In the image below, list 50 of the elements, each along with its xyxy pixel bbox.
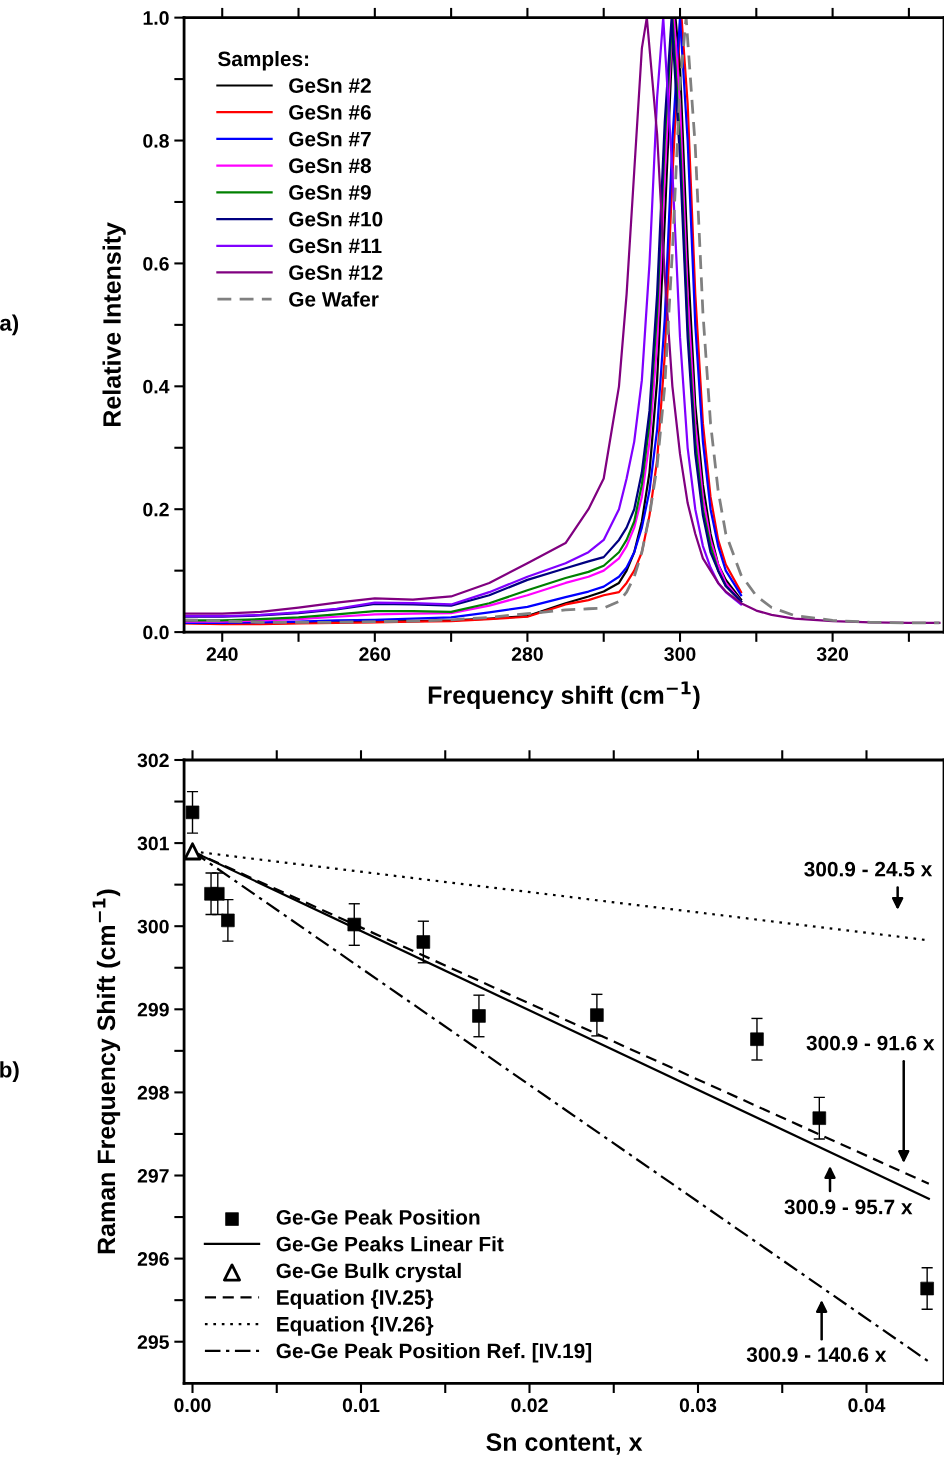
- text: b): [0, 1061, 19, 1082]
- y-tick-label: 299: [137, 1002, 169, 1017]
- text: a): [0, 314, 19, 336]
- y-tick-label: 0.0: [143, 625, 169, 640]
- legend-label: GeSn #10: [289, 211, 383, 227]
- y-tick-label: 0.2: [143, 502, 169, 517]
- annotation: 300.9 - 24.5 x: [804, 861, 933, 877]
- y-tick-label: 298: [137, 1085, 169, 1100]
- annotation: 300.9 - 91.6 x: [806, 1035, 935, 1051]
- legend-label: GeSn #6: [289, 104, 371, 120]
- x-tick-label: 0.03: [679, 1398, 717, 1413]
- legend-label: Ge-Ge Bulk crystal: [276, 1262, 461, 1283]
- y-tick-label: 1.0: [143, 11, 169, 25]
- y-tick-label: 296: [137, 1252, 169, 1266]
- legend-label: GeSn #9: [289, 185, 371, 200]
- x-axis-title: Frequency shift (cm$^{−1}$): [428, 681, 700, 709]
- legend-label: Ge-Ge Peaks Linear Fit: [276, 1236, 504, 1252]
- legend-label: GeSn #8: [289, 158, 371, 174]
- legend-label: Equation {IV.25}: [277, 1289, 434, 1310]
- legend-label: GeSn #2: [289, 78, 371, 93]
- x-tick-label: 0.00: [174, 1398, 211, 1413]
- x-tick-label: 240: [206, 647, 238, 661]
- y-tick-label: 301: [137, 836, 169, 851]
- y-tick-label: 0.6: [143, 256, 169, 271]
- y-tick-label: 295: [137, 1335, 169, 1349]
- y-tick-label: 300: [137, 919, 169, 934]
- annotation: 300.9 - 95.7 x: [784, 1199, 913, 1215]
- y-tick-label: 0.8: [143, 134, 169, 148]
- x-axis-title: Sn content, x: [486, 1433, 643, 1455]
- y-tick-label: 297: [137, 1168, 169, 1183]
- x-tick-label: 320: [816, 647, 849, 661]
- y-axis-title: Relative Intensity: [102, 222, 126, 426]
- x-tick-label: 260: [359, 647, 391, 661]
- legend-label: GeSn #7: [289, 131, 371, 147]
- legend-label: Ge-Ge Peak Position Ref. [IV.19]: [276, 1343, 592, 1363]
- legend-label: GeSn #11: [289, 238, 382, 254]
- x-tick-label: 280: [511, 647, 543, 661]
- y-tick-label: 0.4: [143, 379, 170, 394]
- legend-label: Ge-Ge Peak Position: [276, 1209, 480, 1225]
- x-tick-label: 0.01: [342, 1398, 380, 1413]
- y-axis-title: Raman Frequency Shift (cm$^{−1}$): [92, 889, 121, 1254]
- legend-title: Samples:: [218, 50, 309, 71]
- x-tick-label: 0.04: [848, 1398, 886, 1413]
- annotation: 300.9 - 140.6 x: [746, 1347, 887, 1363]
- legend-label: Ge Wafer: [289, 291, 379, 307]
- y-tick-label: 302: [137, 753, 169, 768]
- x-tick-label: 300: [664, 647, 696, 661]
- legend-label: Equation {IV.26}: [277, 1316, 434, 1336]
- x-tick-label: 0.02: [511, 1398, 548, 1413]
- legend-label: GeSn #12: [289, 265, 383, 280]
